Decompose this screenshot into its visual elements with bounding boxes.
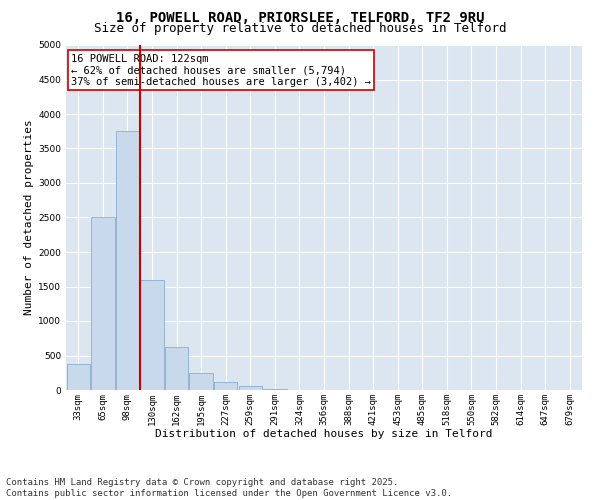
Text: 16, POWELL ROAD, PRIORSLEE, TELFORD, TF2 9RU: 16, POWELL ROAD, PRIORSLEE, TELFORD, TF2…	[116, 12, 484, 26]
Bar	[91, 218, 115, 390]
X-axis label: Distribution of detached houses by size in Telford: Distribution of detached houses by size …	[155, 429, 493, 439]
Text: Size of property relative to detached houses in Telford: Size of property relative to detached ho…	[94, 22, 506, 35]
Bar	[214, 382, 238, 390]
Text: 16 POWELL ROAD: 122sqm
← 62% of detached houses are smaller (5,794)
37% of semi-: 16 POWELL ROAD: 122sqm ← 62% of detached…	[71, 54, 371, 87]
Bar	[165, 346, 188, 390]
Y-axis label: Number of detached properties: Number of detached properties	[24, 120, 34, 316]
Bar	[239, 386, 262, 390]
Bar	[67, 364, 90, 390]
Bar	[140, 280, 164, 390]
Bar	[190, 373, 213, 390]
Bar	[116, 131, 139, 390]
Bar	[263, 388, 287, 390]
Text: Contains HM Land Registry data © Crown copyright and database right 2025.
Contai: Contains HM Land Registry data © Crown c…	[6, 478, 452, 498]
